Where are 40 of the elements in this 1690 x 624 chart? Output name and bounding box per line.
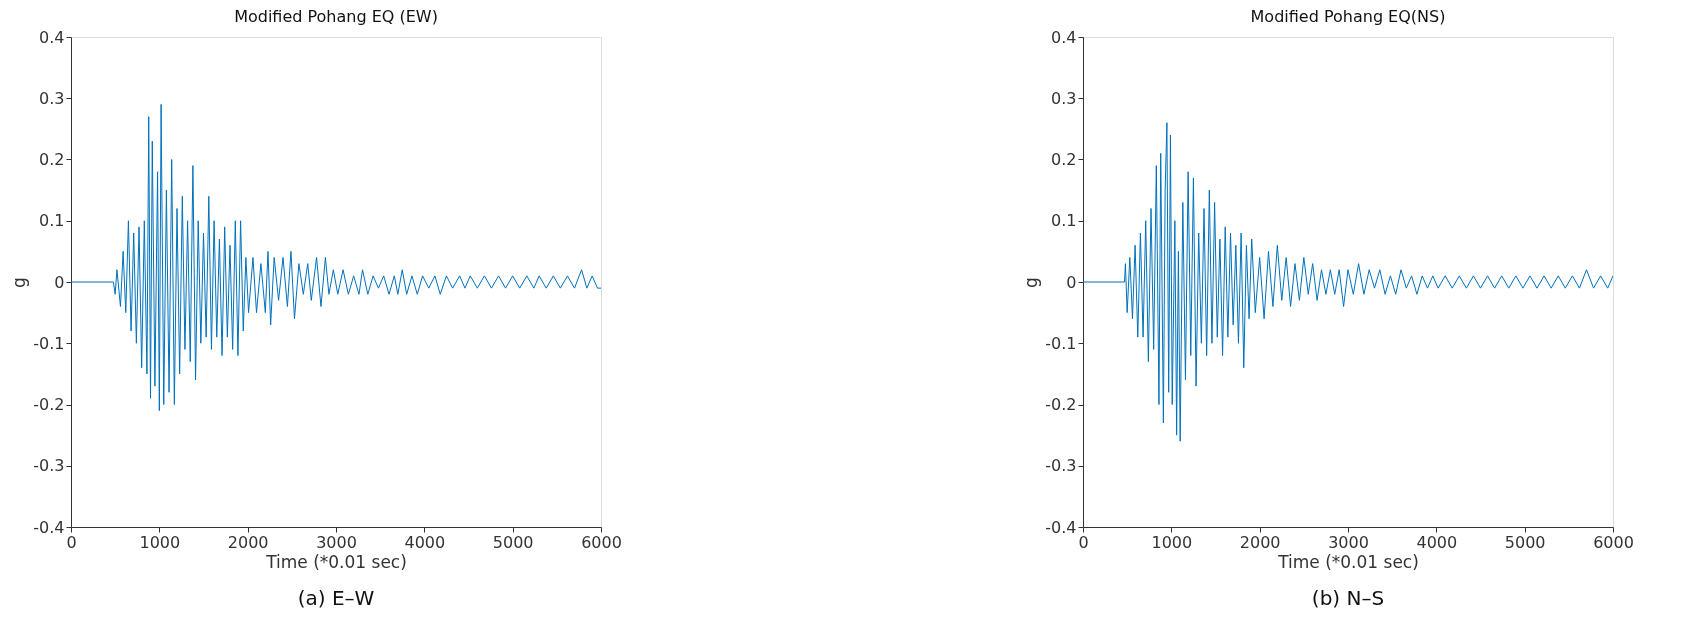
x-tick-label: 1000	[1151, 532, 1193, 552]
y-tick-label: -0.2	[33, 395, 65, 414]
x-axis-title: Time (*0.01 sec)	[265, 551, 407, 572]
x-tick-label: 5000	[492, 532, 534, 552]
y-tick-label: -0.2	[1045, 395, 1077, 414]
x-tick-label: 6000	[1593, 532, 1634, 552]
y-axis-title: g	[1021, 277, 1042, 288]
x-tick-label: 4000	[404, 532, 446, 552]
text: (b) N–S	[1311, 586, 1385, 610]
y-tick-label: -0.4	[33, 517, 65, 537]
y-tick-label: 0.3	[39, 88, 65, 108]
x-tick-label: 2000	[1239, 532, 1281, 552]
x-tick-label: 2000	[227, 532, 269, 552]
y-tick-label: 0.1	[39, 211, 65, 231]
chart-title: Modified Pohang EQ (EW)	[234, 7, 438, 26]
text: (a) E–W	[297, 586, 375, 610]
y-axis-title: g	[9, 277, 30, 288]
chart-title: Modified Pohang EQ(NS)	[1250, 7, 1446, 26]
x-tick-label: 3000	[1328, 532, 1369, 552]
line-series	[71, 103, 601, 412]
x-tick-label: 5000	[1504, 532, 1546, 552]
y-tick-label: -0.3	[33, 456, 65, 476]
y-tick-label: 0.2	[1051, 150, 1077, 169]
y-tick-label: -0.1	[1045, 333, 1077, 353]
y-tick-label: 0	[54, 272, 65, 292]
y-tick-label: -0.1	[33, 333, 65, 353]
x-tick-label: 3000	[316, 532, 357, 552]
x-tick-label: 1000	[139, 532, 181, 552]
x-tick-label: 4000	[1416, 532, 1458, 552]
y-tick-label: -0.4	[1045, 517, 1077, 537]
y-tick-label: 0.1	[1051, 211, 1077, 231]
x-axis-title: Time (*0.01 sec)	[1277, 551, 1419, 572]
y-tick-label: 0.4	[1051, 27, 1077, 47]
y-tick-label: 0.4	[39, 27, 65, 47]
x-tick-label: 6000	[581, 532, 622, 552]
y-tick-label: -0.3	[1045, 456, 1077, 476]
line-series	[1083, 122, 1613, 442]
y-tick-label: 0.3	[1051, 88, 1077, 108]
y-tick-label: 0	[1066, 272, 1077, 292]
y-tick-label: 0.2	[39, 150, 65, 169]
